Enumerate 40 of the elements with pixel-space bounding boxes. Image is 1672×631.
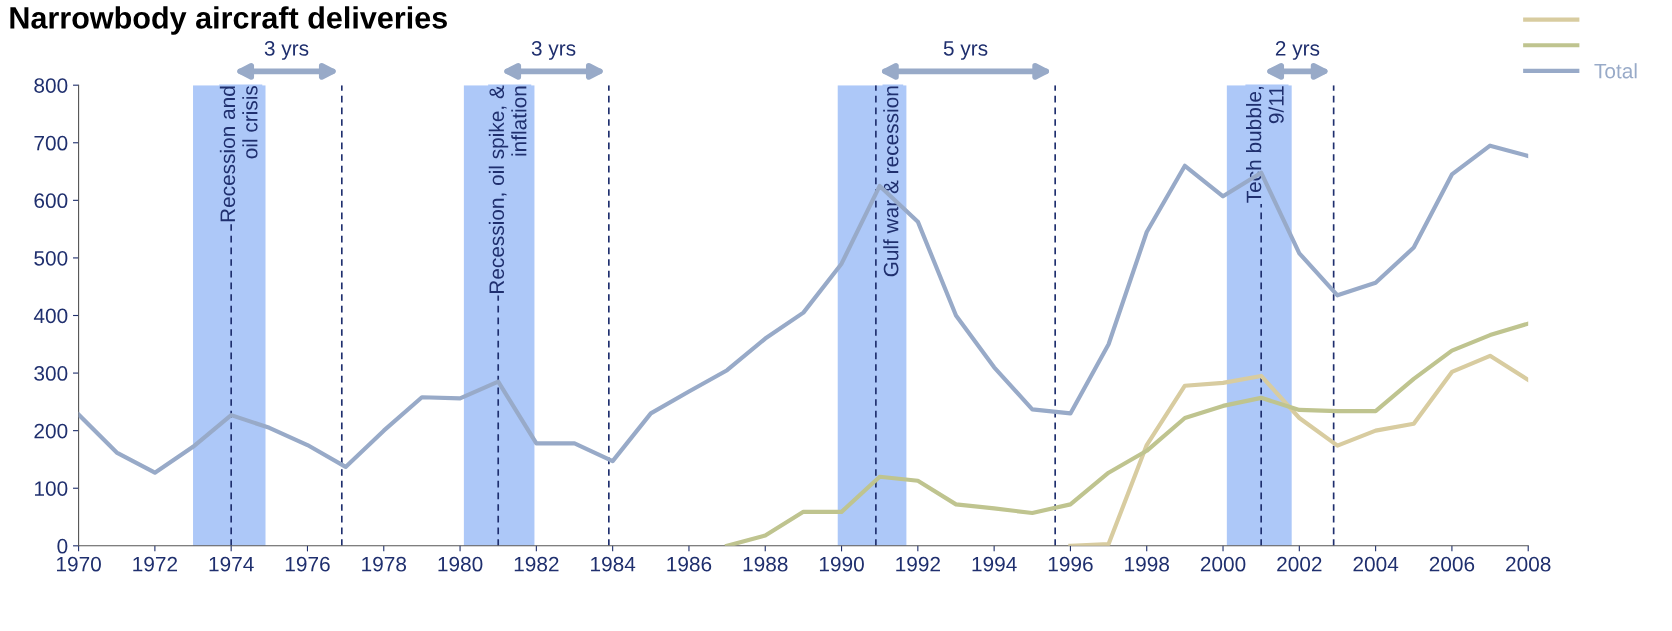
- x-tick-label: 1980: [438, 556, 483, 572]
- x-tick-label: 2004: [1353, 556, 1399, 572]
- x-tick-label: 1996: [1048, 556, 1093, 572]
- x-tick-label: 2006: [1429, 556, 1475, 572]
- line-series: [1068, 353, 1529, 546]
- x-tick-label: 1994: [972, 556, 1017, 572]
- band-label: Recession and oil crisis: [219, 85, 258, 222]
- text: 3 yrs: [531, 40, 576, 60]
- chart-title: Narrowbody aircraft deliveries: [10, 6, 447, 35]
- x-tick-label: 2002: [1277, 556, 1322, 572]
- text: Total: [1594, 63, 1637, 79]
- y-tick-label: 800: [34, 78, 68, 93]
- y-tick-label: 0: [57, 538, 68, 554]
- x-tick-label: 1992: [896, 556, 940, 572]
- x-tick-label: 1970: [57, 556, 101, 572]
- text: 5 yrs: [943, 41, 988, 60]
- x-tick-label: 1984: [591, 556, 636, 572]
- x-tick-label: 1990: [819, 556, 864, 572]
- y-tick-label: 600: [34, 193, 68, 209]
- x-tick-label: 1982: [514, 556, 559, 572]
- band-label: Gulf war & recession: [883, 86, 899, 277]
- x-tick-label: 1998: [1125, 556, 1169, 572]
- x-tick-label: 2008: [1506, 556, 1551, 572]
- y-tick-label: 300: [34, 366, 68, 381]
- x-tick-label: 1974: [209, 556, 254, 572]
- y-tick-label: 400: [33, 308, 68, 324]
- x-tick-label: 1972: [133, 556, 178, 572]
- x-tick-label: 1978: [362, 556, 407, 572]
- band-label: Recession, oil spike, & inflation: [488, 85, 527, 294]
- line-series: [725, 321, 1529, 546]
- y-tick-label: 500: [34, 250, 68, 266]
- y-tick-label: 200: [34, 423, 68, 439]
- x-tick-label: 1976: [285, 556, 330, 572]
- x-tick-label: 2000: [1200, 556, 1246, 572]
- text: 3 yrs: [264, 40, 309, 60]
- x-tick-label: 1986: [667, 556, 712, 572]
- x-tick-label: 1988: [743, 556, 788, 572]
- y-tick-label: 700: [34, 135, 68, 151]
- text: 2 yrs: [1275, 40, 1320, 60]
- y-tick-label: 100: [35, 481, 68, 496]
